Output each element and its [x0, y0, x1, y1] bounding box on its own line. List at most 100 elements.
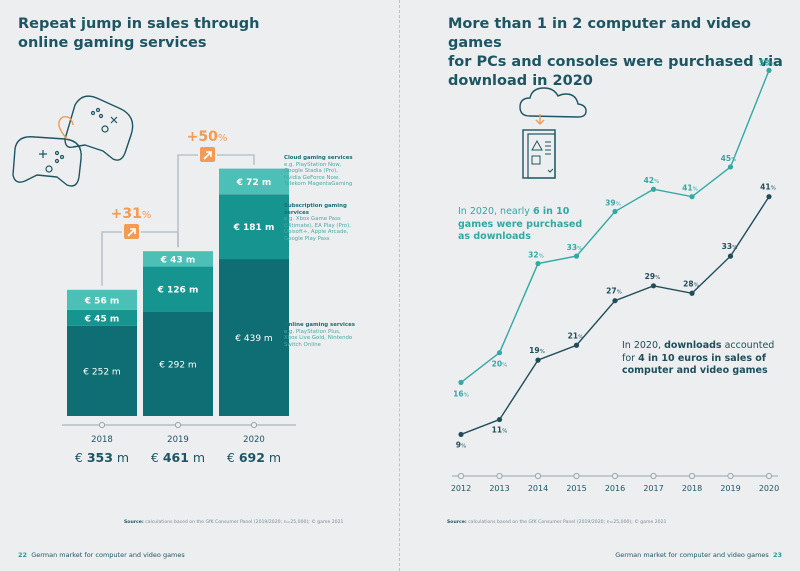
data-label: 19% [529, 346, 545, 355]
data-label: 20% [492, 360, 508, 369]
legend-subscription: Subscription gaming services e.g. Xbox G… [284, 203, 351, 242]
data-label: 21% [568, 331, 584, 340]
arrow-up-right-icon [127, 228, 136, 237]
data-label: 29% [645, 272, 661, 281]
x-tick-marker [688, 472, 696, 480]
data-label: 41% [760, 183, 776, 192]
line-chart: 2012 2013 2014 2015 2016 2017 2018 2019 2020 16% 2… [451, 58, 779, 493]
data-label: 9% [456, 440, 466, 449]
data-point [496, 350, 503, 356]
note-sales-share: In 2020, downloads accounted for 4 in 10… [622, 340, 775, 376]
bar-total-label: € 461 m [151, 450, 205, 465]
bar-value-label: € 292 m [159, 360, 196, 370]
x-tick-marker [98, 421, 106, 429]
data-label: 45% [721, 154, 737, 163]
bar-segment [219, 194, 289, 260]
left-page-title: Repeat jump in sales through online gami… [18, 16, 260, 51]
data-point [689, 194, 695, 200]
left-page: Repeat jump in sales through online gami… [12, 16, 355, 559]
data-point [573, 342, 580, 348]
right-page: More than 1 in 2 computer and video game… [400, 0, 800, 571]
x-tick-label: 2017 [643, 484, 663, 493]
x-tick-marker [573, 472, 580, 480]
left-source: Source: calculations based on the GfK Co… [124, 520, 344, 525]
bar-segment [67, 309, 137, 326]
x-tick-marker [457, 472, 465, 480]
bar-segment [219, 259, 289, 416]
x-tick-label: 2016 [605, 484, 625, 493]
legend-cloud: Cloud gaming services e.g. PlayStation N… [284, 155, 353, 188]
data-point [458, 431, 464, 438]
bar-segment [143, 251, 213, 267]
left-footer: 22 German market for computer and video … [18, 551, 185, 559]
note-games-share: In 2020, nearly 6 in 10 games were purch… [458, 206, 583, 242]
x-tick-label: 2018 [91, 435, 113, 445]
right-footer: German market for computer and video gam… [615, 551, 782, 559]
bar-value-label: € 72 m [236, 178, 271, 188]
bar-segment [219, 168, 289, 195]
data-label: 58% [759, 58, 775, 67]
data-label: 41% [682, 184, 698, 193]
data-point [612, 298, 618, 304]
download-game-icon [519, 87, 587, 179]
bar-segment [67, 325, 137, 416]
x-tick-label: 2018 [682, 484, 702, 493]
x-tick-label: 2014 [528, 484, 548, 493]
bar-value-label: € 181 m [233, 223, 275, 233]
data-point [458, 379, 464, 386]
page-divider [399, 0, 400, 571]
data-label: 16% [453, 389, 469, 398]
data-label: 33% [722, 242, 738, 251]
bar-segment [67, 289, 137, 310]
bar-total-label: € 353 m [75, 450, 129, 465]
bar-total-label: € 692 m [227, 450, 281, 465]
data-point [535, 357, 541, 363]
data-label: 27% [606, 287, 622, 296]
data-point [573, 253, 580, 259]
stacked-bar-chart: € 252 m € 45 m € 56 m 2018 € 353 m € 292 m € 1… [62, 129, 296, 465]
growth-bracket [177, 154, 255, 248]
x-tick-marker [250, 421, 258, 429]
x-tick-label: 2020 [759, 484, 779, 493]
legend-online: Online gaming services e.g. PlayStation … [284, 322, 355, 348]
right-source: Source: calculations based on the GfK Co… [447, 520, 667, 525]
data-point [727, 164, 734, 170]
data-point [766, 67, 772, 73]
x-tick-label: 2019 [167, 435, 189, 445]
data-point [689, 290, 695, 296]
data-point [535, 260, 541, 267]
data-point [727, 253, 734, 259]
data-label: 11% [492, 426, 508, 435]
x-tick-marker [496, 472, 503, 480]
data-point [650, 283, 657, 289]
x-tick-marker [765, 472, 773, 480]
bar-value-label: € 126 m [157, 286, 199, 296]
bar-value-label: € 439 m [235, 334, 272, 344]
data-label: 42% [644, 176, 660, 185]
data-point [766, 194, 772, 200]
x-tick-marker [727, 472, 734, 480]
x-tick-marker [174, 421, 182, 429]
bar-value-label: € 45 m [84, 314, 119, 324]
bar-value-label: € 56 m [84, 296, 119, 306]
x-tick-label: 2012 [451, 484, 471, 493]
bar-segment [143, 311, 213, 416]
x-tick-marker [611, 472, 619, 480]
growth-label: +31% [111, 206, 152, 222]
data-point [496, 416, 503, 423]
x-tick-label: 2019 [720, 484, 740, 493]
data-label: 33% [567, 243, 583, 252]
bar-segment [143, 266, 213, 312]
x-tick-marker [534, 472, 542, 480]
data-label: 32% [528, 251, 544, 260]
bar-value-label: € 252 m [83, 367, 120, 377]
data-label: 28% [683, 279, 699, 288]
x-tick-label: 2020 [243, 435, 265, 445]
x-tick-marker [650, 472, 657, 480]
data-label: 39% [605, 199, 621, 208]
x-tick-label: 2015 [566, 484, 586, 493]
bar-value-label: € 43 m [160, 255, 195, 265]
data-point [612, 208, 618, 215]
data-point [650, 186, 657, 192]
right-page-title: More than 1 in 2 computer and video game… [448, 16, 783, 89]
